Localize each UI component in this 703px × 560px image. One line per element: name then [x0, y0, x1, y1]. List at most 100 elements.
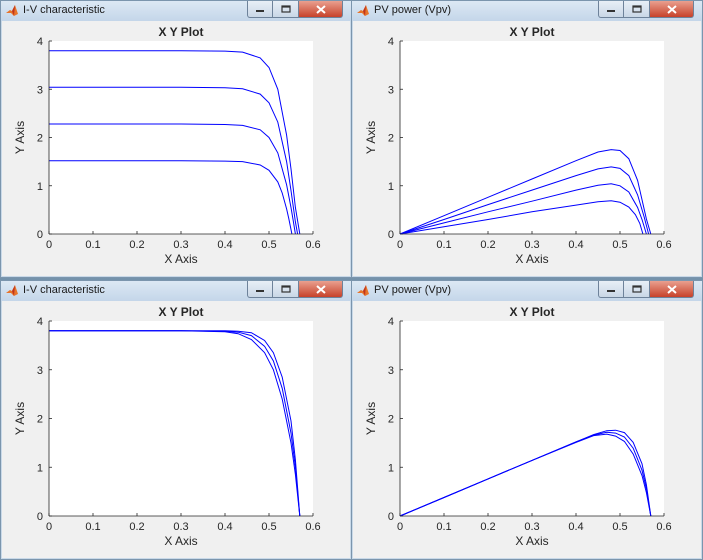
- y-tick-label: 2: [388, 133, 394, 145]
- figure-window-iv-top[interactable]: I-V characteristic X Y Plot 0 0.1 0.2 0.3 0.4 0…: [0, 0, 352, 278]
- minimize-button[interactable]: [247, 281, 273, 298]
- axes-background: [400, 321, 664, 516]
- x-tick-label: 0.1: [85, 521, 100, 533]
- matlab-logo-icon: [6, 5, 18, 16]
- y-tick-label: 1: [37, 462, 43, 474]
- x-tick-label: 0.4: [217, 239, 232, 251]
- x-axis-label: X Axis: [164, 534, 197, 548]
- y-axis-label: Y Axis: [364, 402, 378, 435]
- y-tick-label: 2: [37, 133, 43, 145]
- y-tick-label: 4: [388, 36, 394, 48]
- y-tick-label: 3: [388, 365, 394, 377]
- maximize-icon: [280, 5, 291, 13]
- window-title: I-V characteristic: [23, 4, 105, 16]
- close-button[interactable]: [299, 281, 343, 298]
- series-line-2: [49, 86, 299, 235]
- minimize-icon: [256, 290, 264, 292]
- y-tick-label: 4: [37, 36, 43, 48]
- x-tick-label: 0.5: [612, 521, 627, 533]
- matlab-logo-icon: [357, 5, 369, 16]
- x-tick-label: 0: [397, 521, 403, 533]
- series-line-4: [399, 200, 644, 235]
- figure-window-iv-bottom[interactable]: I-V characteristic X Y Plot 0 0.1 0.2 0.3 0.4 0…: [0, 280, 352, 560]
- x-tick-label: 0.2: [129, 239, 144, 251]
- series-line-2: [399, 166, 650, 235]
- maximize-button[interactable]: [624, 281, 650, 298]
- minimize-button[interactable]: [247, 1, 273, 18]
- y-tick-label: 4: [388, 316, 394, 328]
- axes-background: [49, 321, 313, 516]
- y-tick-label: 1: [37, 181, 43, 193]
- minimize-button[interactable]: [598, 1, 624, 18]
- figure-area: X Y Plot 0 0.1 0.2 0.3 0.4 0.5 0.6 0 1 2 3 4 X Axis Y …: [6, 21, 346, 272]
- maximize-button[interactable]: [273, 281, 299, 298]
- x-tick-label: 0.2: [480, 521, 495, 533]
- x-tick-label: 0.3: [173, 521, 188, 533]
- window-title: PV power (Vpv): [374, 284, 452, 296]
- close-button[interactable]: [650, 281, 694, 298]
- x-axis-label: X Axis: [164, 252, 197, 266]
- figure-area: X Y Plot 0 0.1 0.2 0.3 0.4 0.5 0.6 0 1 2 3 4 X Axis Y …: [357, 21, 697, 272]
- series-line-3: [49, 123, 296, 235]
- x-tick-label: 0.1: [85, 239, 100, 251]
- x-tick-label: 0.3: [173, 239, 188, 251]
- y-tick-label: 0: [37, 229, 43, 241]
- close-icon: [666, 284, 677, 294]
- y-tick-label: 4: [37, 316, 43, 328]
- figure-window-pv-bottom[interactable]: PV power (Vpv) X Y Plot 0 0.1 0.2 0.3 0.4 0.5 0.…: [351, 280, 703, 560]
- x-tick-label: 0.3: [524, 521, 539, 533]
- series-line-1: [399, 149, 652, 235]
- series-line-4: [49, 160, 293, 235]
- x-tick-label: 0.4: [217, 521, 232, 533]
- xy-plot: X Y Plot 0 0.1 0.2 0.3 0.4 0.5 0.6 0 1 2 3 4 X Axis Y …: [13, 25, 321, 266]
- x-tick-label: 0.6: [305, 239, 320, 251]
- minimize-icon: [256, 10, 264, 12]
- x-tick-label: 0.5: [612, 239, 627, 251]
- chart-title: X Y Plot: [510, 25, 555, 39]
- y-axis-label: Y Axis: [364, 121, 378, 154]
- x-tick-label: 0: [46, 521, 52, 533]
- y-tick-label: 1: [388, 181, 394, 193]
- x-tick-label: 0.4: [568, 521, 583, 533]
- y-tick-label: 0: [388, 229, 394, 241]
- chart-title: X Y Plot: [510, 305, 555, 319]
- series-line-3: [399, 183, 647, 235]
- close-icon: [315, 284, 326, 294]
- x-tick-label: 0.2: [480, 239, 495, 251]
- y-tick-label: 0: [388, 511, 394, 523]
- chart-title: X Y Plot: [159, 25, 204, 39]
- x-axis-label: X Axis: [515, 534, 548, 548]
- minimize-button[interactable]: [598, 281, 624, 298]
- xy-plot: X Y Plot 0 0.1 0.2 0.3 0.4 0.5 0.6 0 1 2 3 4 X Axis Y …: [13, 305, 321, 548]
- x-tick-label: 0.4: [568, 239, 583, 251]
- minimize-icon: [607, 10, 615, 12]
- close-button[interactable]: [299, 1, 343, 18]
- figure-area: X Y Plot 0 0.1 0.2 0.3 0.4 0.5 0.6 0 1 2 3 4 X Axis Y …: [357, 301, 697, 554]
- x-tick-label: 0: [397, 239, 403, 251]
- x-tick-label: 0: [46, 239, 52, 251]
- x-tick-label: 0.6: [656, 239, 671, 251]
- x-tick-label: 0.5: [261, 521, 276, 533]
- close-icon: [666, 4, 677, 14]
- y-tick-label: 3: [37, 365, 43, 377]
- maximize-button[interactable]: [624, 1, 650, 18]
- close-icon: [315, 4, 326, 14]
- window-title: PV power (Vpv): [374, 4, 452, 16]
- maximize-button[interactable]: [273, 1, 299, 18]
- x-tick-label: 0.5: [261, 239, 276, 251]
- close-button[interactable]: [650, 1, 694, 18]
- x-axis-label: X Axis: [515, 252, 548, 266]
- series-line-3: [399, 429, 652, 517]
- x-tick-label: 0.1: [436, 239, 451, 251]
- minimize-icon: [607, 290, 615, 292]
- matlab-logo-icon: [357, 285, 369, 296]
- xy-plot: X Y Plot 0 0.1 0.2 0.3 0.4 0.5 0.6 0 1 2 3 4 X Axis Y …: [364, 25, 672, 266]
- y-tick-label: 2: [37, 414, 43, 426]
- x-tick-label: 0.6: [656, 521, 671, 533]
- y-tick-label: 2: [388, 414, 394, 426]
- maximize-icon: [631, 285, 642, 293]
- figure-area: X Y Plot 0 0.1 0.2 0.3 0.4 0.5 0.6 0 1 2 3 4 X Axis Y …: [6, 301, 346, 554]
- axes-background: [49, 41, 313, 234]
- figure-window-pv-top[interactable]: PV power (Vpv) X Y Plot 0 0.1 0.2 0.3 0.4 0.5 0.…: [351, 0, 703, 278]
- x-tick-label: 0.6: [305, 521, 320, 533]
